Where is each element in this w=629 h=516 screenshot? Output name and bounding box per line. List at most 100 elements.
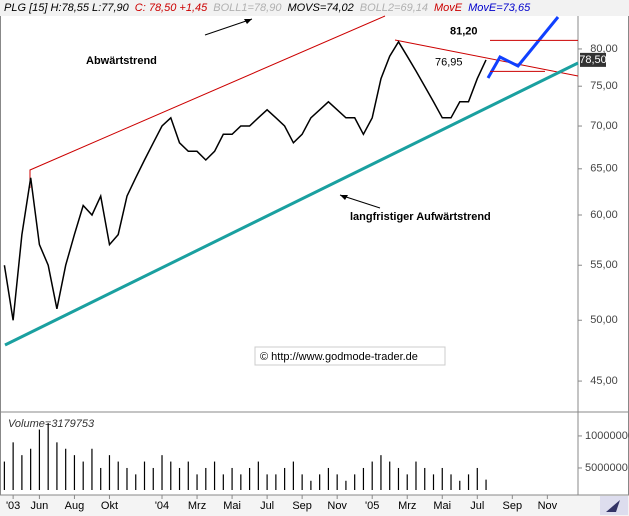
header-item: MovE=73,65: [468, 2, 531, 14]
uptrend-line: [4, 61, 579, 347]
volume-bar: [135, 474, 137, 490]
x-tick-label: Sep: [292, 500, 312, 512]
volume-bar: [108, 455, 111, 490]
volume-bar: [56, 442, 58, 490]
volume-bar: [178, 467, 181, 490]
level-label: 81,20: [450, 25, 478, 37]
volume-bar: [100, 467, 102, 490]
volume-bar: [82, 461, 84, 490]
y-tick-label: 70,00: [590, 120, 618, 132]
x-tick-label: Sep: [503, 500, 523, 512]
x-axis-bar: [0, 495, 629, 516]
volume-bar: [196, 474, 198, 490]
volume-bar: [161, 455, 163, 490]
volume-bar: [371, 461, 373, 490]
price-line: [3, 40, 487, 321]
x-tick-label: '04: [155, 500, 169, 512]
volume-bar: [345, 480, 347, 490]
volume-bar: [126, 467, 128, 490]
x-tick-label: Mrz: [398, 500, 416, 512]
volume-bar: [187, 461, 189, 490]
volume-bar: [213, 461, 216, 490]
volume-bar: [415, 461, 417, 490]
x-tick-label: Nov: [538, 500, 558, 512]
volume-bar: [38, 429, 41, 490]
volume-bar: [310, 480, 312, 490]
volume-bar: [117, 461, 119, 490]
copyright: © http://www.godmode-trader.de: [260, 351, 418, 363]
volume-bar: [301, 474, 303, 490]
volume-bar: [266, 474, 268, 490]
y-tick-label: 50,00: [590, 314, 618, 326]
volume-bar: [336, 474, 338, 490]
volume-bar: [467, 474, 470, 490]
volume-bar: [21, 455, 23, 490]
x-tick-label: Mai: [433, 500, 451, 512]
volume-bar: [248, 467, 251, 490]
level-label: 76,95: [435, 56, 463, 68]
y-tick-label: 10000000: [585, 430, 629, 442]
annotation: langfristiger Aufwärtstrend: [350, 211, 491, 223]
volume-bar: [73, 455, 76, 490]
volume-bar: [170, 461, 172, 490]
volume-label: Volume=3179753: [8, 418, 95, 430]
pointer-arrow: [204, 18, 253, 36]
y-tick-label: 80,00: [590, 43, 618, 55]
volume-bar: [354, 474, 356, 490]
y-tick-label: 65,00: [590, 163, 618, 175]
volume-bar: [275, 474, 277, 490]
volume-bar: [231, 467, 233, 490]
volume-bar: [327, 467, 330, 490]
x-tick-label: '05: [365, 500, 379, 512]
volume-bar: [143, 461, 146, 490]
volume-bar: [485, 479, 487, 490]
copyright-box: [254, 346, 446, 366]
volume-bar: [65, 448, 67, 490]
volume-bar: [30, 448, 32, 490]
x-tick-label: Mai: [223, 500, 241, 512]
arrow-head: [244, 19, 252, 24]
y-tick-label: 75,00: [590, 80, 618, 92]
x-tick-label: Nov: [327, 500, 347, 512]
y-tick-label: 5000000: [585, 462, 628, 474]
volume-bar: [441, 467, 443, 490]
volume-bar: [476, 467, 478, 490]
header-item: BOLL1=78,90: [213, 2, 282, 14]
volume-bar: [152, 467, 154, 490]
header-item: C: 78,50 +1,45: [135, 2, 208, 14]
volume-bar: [380, 455, 382, 490]
volume-bar: [205, 467, 207, 490]
annotation: Abwärtstrend: [86, 55, 157, 67]
volume-bar: [459, 480, 461, 490]
volume-bar: [12, 442, 14, 490]
x-tick-label: '03: [6, 500, 20, 512]
x-tick-label: Jun: [31, 500, 49, 512]
projection-arrow: [486, 16, 560, 79]
volume-bar: [284, 467, 286, 490]
arrow-head: [340, 195, 348, 200]
volume-bar: [257, 461, 259, 490]
y-tick-label: 45,00: [590, 375, 618, 387]
y-tick-label: 60,00: [590, 209, 618, 221]
header-item: PLG [15] H:78,55 L:77,90: [4, 2, 130, 14]
header-item: BOLL2=69,14: [360, 2, 428, 14]
volume-bar: [389, 461, 391, 490]
x-tick-label: Aug: [65, 500, 85, 512]
y-tick-label: 55,00: [590, 259, 618, 271]
volume-bar: [222, 474, 224, 490]
x-tick-label: Okt: [101, 500, 118, 512]
volume-bar: [3, 461, 5, 490]
volume-bar: [424, 467, 426, 490]
header-item: MOVS=74,02: [287, 2, 353, 14]
volume-bar: [406, 474, 408, 490]
last-price-box: [580, 52, 606, 67]
x-tick-label: Jul: [470, 500, 484, 512]
x-tick-label: Jul: [260, 500, 274, 512]
volume-bar: [362, 467, 365, 490]
volume-bar: [47, 423, 49, 490]
volume-bar: [292, 461, 294, 490]
header-bar: [0, 0, 629, 16]
nav-icon: [606, 500, 620, 512]
